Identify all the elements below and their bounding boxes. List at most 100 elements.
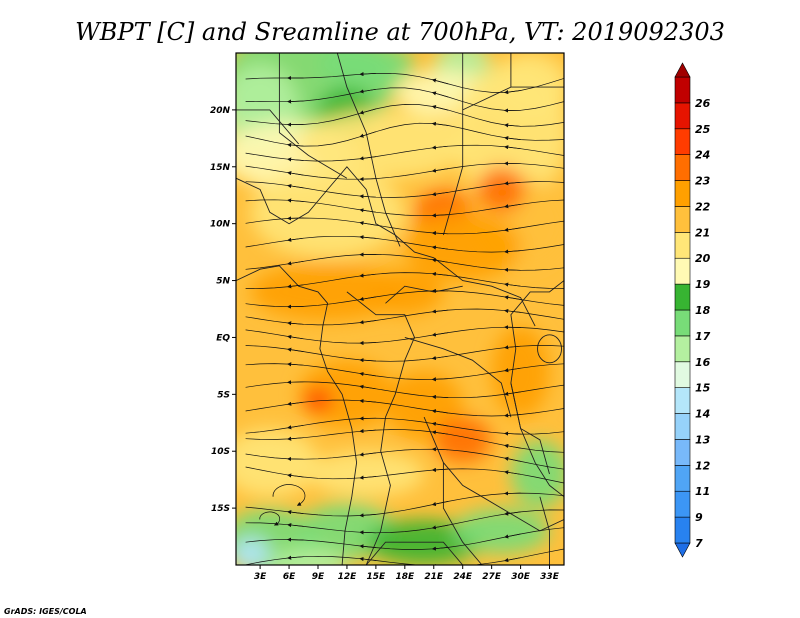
colorbar-label: 12 xyxy=(695,459,711,472)
colorbar-swatch xyxy=(674,465,691,492)
border-line xyxy=(236,166,536,327)
streamline-arrow xyxy=(431,394,449,400)
streamline-arrow xyxy=(287,522,304,528)
streamline-arrow xyxy=(504,227,521,232)
colorbar-label: 22 xyxy=(695,200,711,213)
border-line xyxy=(510,280,564,498)
colorbar-label: 24 xyxy=(695,149,710,162)
field-patch xyxy=(236,428,318,497)
streamline-swirl xyxy=(259,511,281,526)
border-line xyxy=(423,416,564,532)
streamline-arrow xyxy=(431,409,449,414)
colorbar-top-tip xyxy=(674,62,691,78)
streamline-arrow xyxy=(359,273,376,278)
streamline-arrow xyxy=(504,533,521,539)
streamline-arrow xyxy=(504,295,521,300)
streamline-arrow xyxy=(504,431,521,436)
x-tick-label: 27E xyxy=(482,572,502,582)
streamline-arrow xyxy=(431,78,449,85)
colorbar-label: 20 xyxy=(695,252,711,265)
streamline-arrow xyxy=(504,470,521,475)
streamline-arrow xyxy=(504,443,521,449)
streamline-arrow xyxy=(359,208,376,213)
streamline-arrow xyxy=(287,555,304,560)
y-tick-label: 10S xyxy=(211,447,230,457)
streamline-arrow xyxy=(359,177,376,182)
streamline-arrow xyxy=(359,556,376,562)
colorbar-label: 17 xyxy=(695,330,711,343)
streamline-arrow xyxy=(359,371,376,377)
colorbar-bottom-tip xyxy=(674,542,691,558)
streamline-arrow xyxy=(504,308,521,314)
streamline-arrow xyxy=(504,145,521,150)
field-patch xyxy=(433,417,492,463)
border-line xyxy=(365,541,464,565)
colorbar-label: 18 xyxy=(695,304,711,317)
border-line xyxy=(278,53,348,179)
colorbar-swatch xyxy=(674,516,691,544)
field-patch xyxy=(298,109,473,179)
streamline-arrow xyxy=(504,511,521,516)
lake-outline xyxy=(537,334,562,364)
streamline-arrow xyxy=(504,391,521,396)
colorbar-swatch xyxy=(674,76,691,104)
streamline-arrow xyxy=(287,436,304,441)
colorbar-label: 19 xyxy=(695,278,711,291)
field-patch xyxy=(404,212,521,281)
colorbar-swatch xyxy=(674,206,691,233)
streamline-arrow xyxy=(359,513,376,518)
streamline-arrow xyxy=(359,221,376,226)
y-tick-label: 5N xyxy=(216,277,230,287)
streamline-arrow xyxy=(359,475,376,480)
colorbar-swatch xyxy=(674,439,691,466)
chart-title: WBPT [C] and Sreamline at 700hPa, VT: 20… xyxy=(75,18,725,46)
field-patch xyxy=(236,536,270,565)
x-tick-label: 21E xyxy=(424,572,444,582)
streamline-arrow xyxy=(287,99,304,104)
streamline-arrow xyxy=(287,347,304,352)
streamline-arrow xyxy=(431,121,449,126)
streamline-arrow xyxy=(287,380,304,385)
x-axis: 3E 6E 9E 12E 15E 18E 21E 24E 27E 30E 33E xyxy=(254,565,560,582)
streamline-arrow xyxy=(287,401,304,406)
streamline-arrow xyxy=(431,168,449,173)
streamline-arrow xyxy=(359,544,376,549)
streamline-arrow xyxy=(359,131,377,138)
x-tick-label: 33E xyxy=(540,572,560,582)
streamline-arrow xyxy=(287,142,304,148)
x-tick-label: 6E xyxy=(283,572,296,582)
colorbar-swatch xyxy=(674,102,691,130)
colorbar-label: 25 xyxy=(695,123,711,136)
field-patch xyxy=(385,371,463,440)
border-line xyxy=(539,496,550,565)
map-panel xyxy=(236,53,564,565)
streamline-arrow xyxy=(431,105,449,111)
colorbar-swatch xyxy=(674,128,691,155)
x-tick-label: 12E xyxy=(338,572,358,582)
colorbar-swatch xyxy=(674,387,691,414)
y-tick-label: 10N xyxy=(210,220,231,230)
streamline-arrow xyxy=(287,198,304,203)
streamline-arrow xyxy=(431,213,449,218)
streamline-arrow xyxy=(504,90,521,95)
border-line xyxy=(336,53,401,247)
colorbar-label: 23 xyxy=(695,175,711,188)
streamline-arrow xyxy=(431,447,449,452)
x-tick-label: 24E xyxy=(453,572,473,582)
y-tick-label: EQ xyxy=(216,333,230,343)
streamline-arrow xyxy=(359,71,376,77)
streamline-arrow xyxy=(287,183,304,189)
streamline-arrow xyxy=(431,430,449,435)
streamline-arrow xyxy=(504,557,521,563)
map-frame xyxy=(235,52,565,566)
streamline-arrow xyxy=(359,530,376,535)
streamline-arrow xyxy=(504,345,521,350)
streamline-arrow xyxy=(359,358,376,363)
streamline-arrow xyxy=(431,231,449,236)
colorbar-swatch xyxy=(674,154,691,181)
streamline-arrow xyxy=(504,367,521,373)
streamline-arrow xyxy=(431,91,449,98)
colorbar-swatch xyxy=(674,335,691,363)
colorbar-label: 7 xyxy=(695,537,703,550)
streamline-arrow xyxy=(287,157,304,162)
